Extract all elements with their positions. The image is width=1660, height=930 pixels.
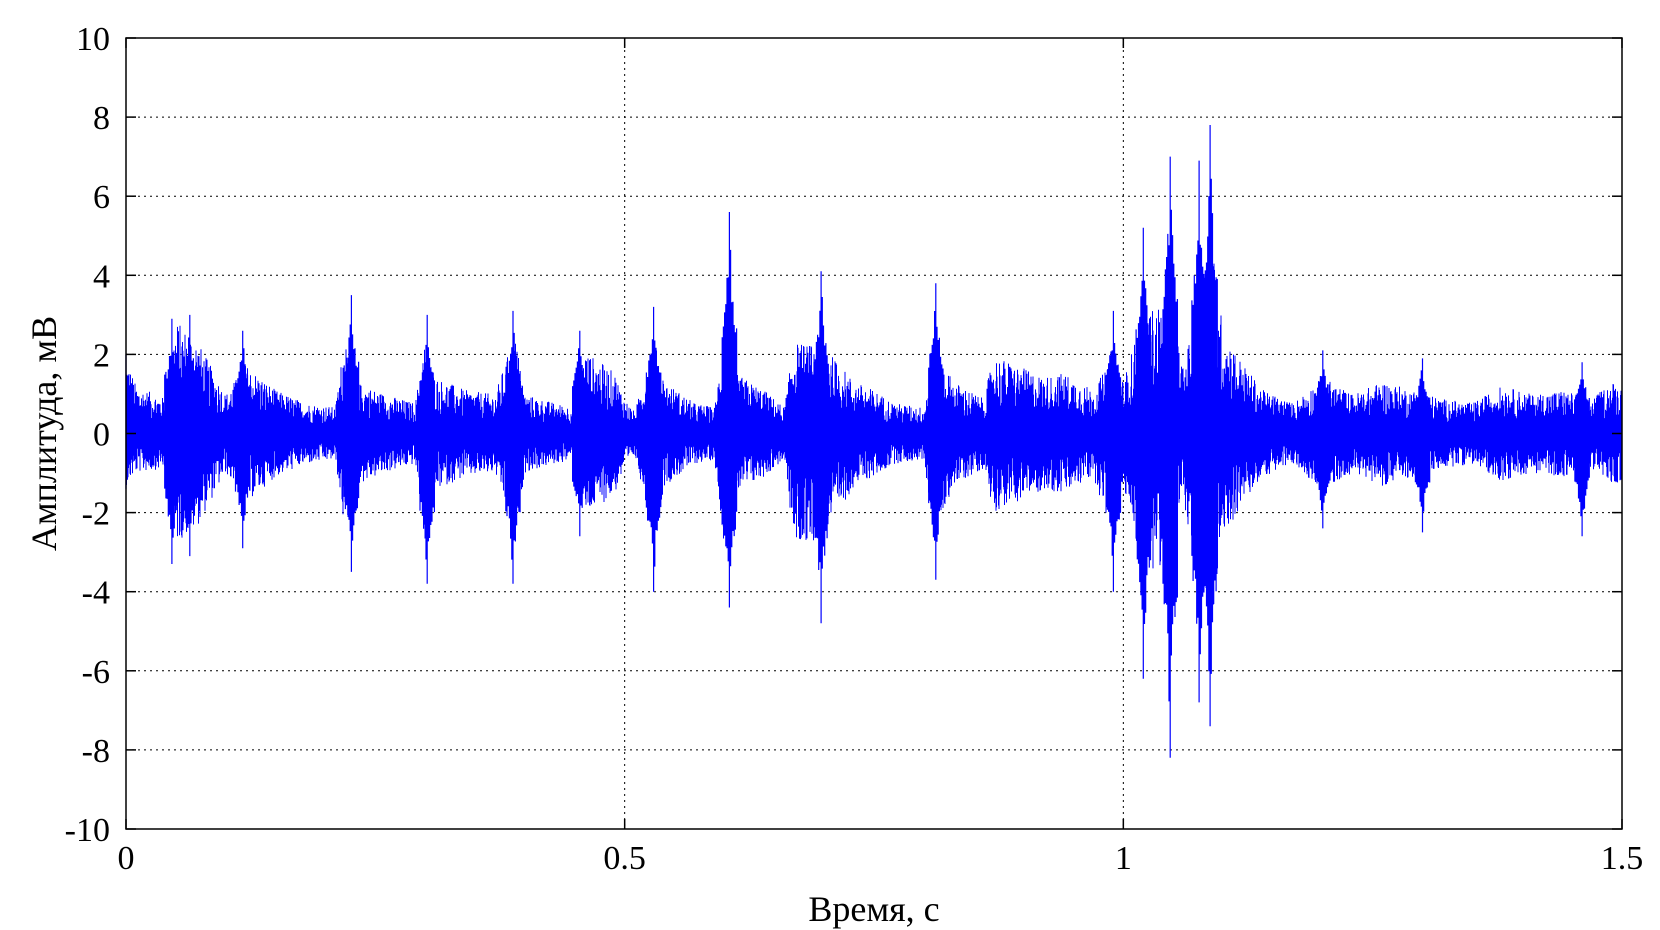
y-tick-label: 6 xyxy=(93,179,110,216)
signal-spike xyxy=(164,318,180,564)
signal-series xyxy=(125,125,1623,758)
signal-spike xyxy=(1162,156,1178,758)
signal-spike xyxy=(1414,358,1431,533)
y-tick-labels: 10 8 6 4 2 0 -2 -4 -6 -8 -10 xyxy=(65,21,110,849)
signal-spike xyxy=(419,314,435,584)
y-tick-label: -6 xyxy=(82,654,110,691)
y-tick-label: -4 xyxy=(82,575,110,612)
signal-spike xyxy=(182,314,198,557)
signal-spike xyxy=(572,330,588,537)
x-tick-label: 0 xyxy=(118,840,135,877)
x-tick-label: 1 xyxy=(1115,840,1132,877)
y-tick-label: 8 xyxy=(93,100,110,137)
signal-spike xyxy=(505,310,521,584)
x-tick-label: 1.5 xyxy=(1601,840,1644,877)
y-tick-label: -2 xyxy=(82,496,110,533)
signal-spike xyxy=(928,283,944,580)
signal-spike xyxy=(1315,350,1331,529)
signal-spike xyxy=(1202,125,1218,727)
signal-spike xyxy=(645,306,662,592)
y-tick-label: -8 xyxy=(82,733,110,770)
y-tick-label: 4 xyxy=(93,258,110,295)
signal-spike xyxy=(721,212,738,608)
x-tick-labels: 0 0.5 1 1.5 xyxy=(118,840,1644,877)
signal-spike xyxy=(1135,227,1152,679)
signal-spike xyxy=(813,271,829,624)
y-tick-label: 2 xyxy=(93,337,110,374)
axis-ticks xyxy=(125,37,1623,830)
y-tick-label: -10 xyxy=(65,812,110,849)
signal-spike xyxy=(1574,362,1590,537)
y-axis-label: Амплитуда, мВ xyxy=(24,316,64,551)
x-axis-label: Время, с xyxy=(808,889,939,929)
y-tick-label: 10 xyxy=(76,21,110,58)
signal-spike xyxy=(1105,310,1122,592)
signal-spike xyxy=(234,330,251,549)
y-tick-label: 0 xyxy=(93,417,110,454)
x-tick-label: 0.5 xyxy=(603,840,646,877)
signal-spike xyxy=(343,295,360,572)
